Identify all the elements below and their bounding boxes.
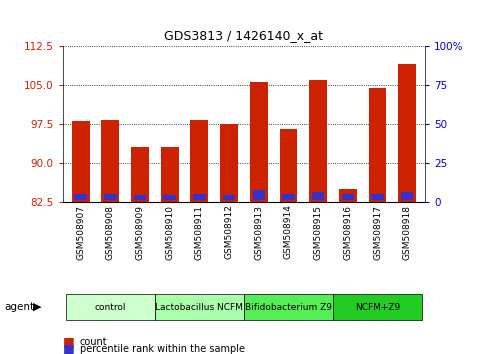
- Bar: [282, 194, 295, 200]
- Text: ■: ■: [63, 335, 74, 348]
- Bar: [312, 193, 325, 200]
- Bar: [339, 189, 357, 202]
- Bar: [104, 194, 116, 200]
- Text: control: control: [95, 303, 126, 312]
- Text: ▶: ▶: [33, 302, 42, 312]
- Bar: [223, 195, 235, 200]
- Bar: [250, 82, 268, 202]
- Title: GDS3813 / 1426140_x_at: GDS3813 / 1426140_x_at: [164, 29, 324, 42]
- Text: percentile rank within the sample: percentile rank within the sample: [80, 344, 245, 354]
- Bar: [131, 147, 149, 202]
- Bar: [401, 193, 413, 200]
- Text: NCFM+Z9: NCFM+Z9: [355, 303, 400, 312]
- Bar: [309, 80, 327, 202]
- Text: count: count: [80, 337, 107, 347]
- Bar: [193, 194, 206, 200]
- Bar: [71, 121, 89, 202]
- Bar: [163, 195, 176, 200]
- Bar: [190, 120, 208, 202]
- Text: Bifidobacterium Z9: Bifidobacterium Z9: [245, 303, 332, 312]
- Bar: [161, 147, 179, 202]
- Bar: [220, 124, 238, 202]
- Bar: [280, 129, 298, 202]
- Bar: [74, 194, 87, 200]
- Bar: [253, 190, 265, 200]
- Text: ■: ■: [63, 342, 74, 354]
- Bar: [341, 194, 354, 200]
- Bar: [371, 194, 384, 200]
- Text: agent: agent: [5, 302, 35, 312]
- Bar: [134, 195, 146, 200]
- Text: Lactobacillus NCFM: Lactobacillus NCFM: [156, 303, 243, 312]
- Bar: [398, 64, 416, 202]
- Bar: [101, 120, 119, 202]
- Bar: [369, 87, 386, 202]
